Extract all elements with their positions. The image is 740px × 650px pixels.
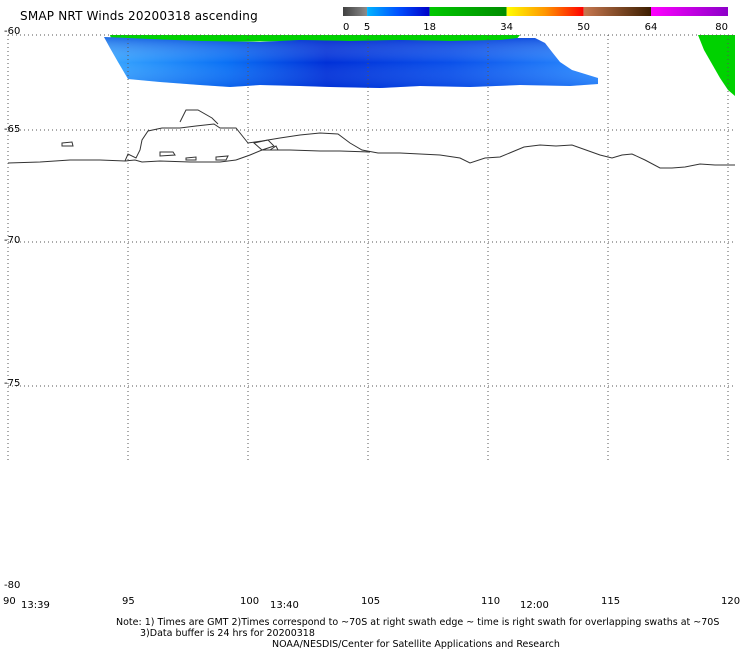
- note-line-2: 3)Data buffer is 24 hrs for 20200318: [140, 628, 315, 639]
- time-label: 13:40: [270, 600, 299, 611]
- colorbar-tick-label: 50: [577, 22, 590, 33]
- lat-label: -75: [4, 378, 21, 389]
- time-label: 12:00: [520, 600, 549, 611]
- note-line-1: Note: 1) Times are GMT 2)Times correspon…: [116, 617, 720, 628]
- lon-label: 90: [3, 596, 16, 607]
- lat-lon-grid: [7, 34, 735, 462]
- lon-label: 115: [601, 596, 621, 607]
- map-title: SMAP NRT Winds 20200318 ascending: [20, 9, 258, 23]
- wind-swath-main: [104, 35, 598, 88]
- lat-label: -60: [4, 26, 21, 37]
- lon-label: 110: [481, 596, 501, 607]
- colorbar-segment: [651, 7, 728, 16]
- swath-green-edge: [110, 35, 520, 42]
- lon-label: 100: [240, 596, 260, 607]
- colorbar-tick-label: 80: [715, 22, 728, 33]
- colorbar-segment: [343, 7, 368, 16]
- lat-label: -70: [4, 235, 21, 246]
- colorbar-segment: [506, 7, 584, 16]
- credit-line: NOAA/NESDIS/Center for Satellite Applica…: [272, 639, 560, 650]
- wind-swath-right-edge: [698, 35, 735, 96]
- colorbar-segment: [429, 7, 507, 16]
- wind-speed-colorbar: 0 5 18 34 50 64 80: [343, 7, 728, 33]
- colorbar-tick-label: 5: [364, 22, 370, 33]
- colorbar-tick-label: 34: [500, 22, 513, 33]
- lon-label: 120: [721, 596, 740, 607]
- colorbar-tick-label: 64: [645, 22, 658, 33]
- colorbar-segment: [367, 7, 430, 16]
- colorbar-segment: [583, 7, 651, 16]
- lat-label: -80: [4, 580, 21, 591]
- time-label: 13:39: [21, 600, 50, 611]
- lon-label: 95: [122, 596, 135, 607]
- lat-label: -65: [4, 124, 21, 135]
- colorbar-tick-label: 18: [423, 22, 436, 33]
- lon-label: 105: [361, 596, 381, 607]
- colorbar-tick-label: 0: [343, 22, 349, 33]
- antarctic-coastline: [7, 109, 735, 169]
